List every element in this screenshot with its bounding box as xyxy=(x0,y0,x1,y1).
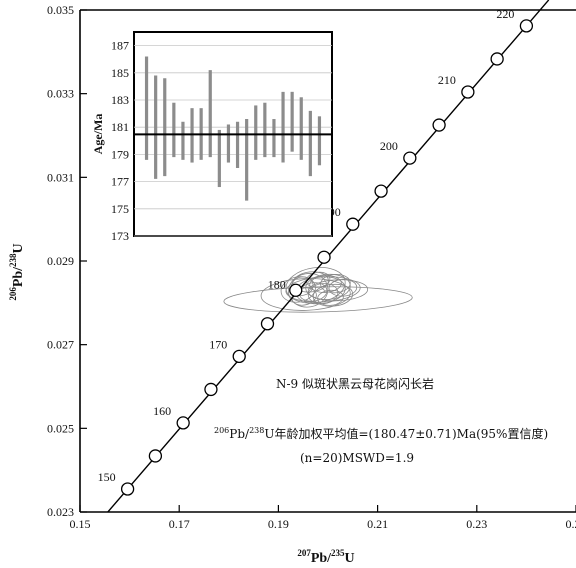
age-marker xyxy=(519,19,534,33)
inset-tick-label: 175 xyxy=(111,202,129,216)
error-ellipse xyxy=(288,273,329,308)
age-label: 200 xyxy=(380,139,398,153)
x-tick-label: 0.17 xyxy=(169,517,190,531)
weighted-mean-annotation: 206Pb/238U年龄加权平均值=(180.47±0.71)Ma(95%置信度… xyxy=(214,426,548,441)
y-tick-label: 0.029 xyxy=(47,254,74,268)
wm-rest: U年龄加权平均值=(180.47±0.71)Ma(95%置信度) xyxy=(264,426,548,441)
y-tick-label: 0.025 xyxy=(47,421,74,435)
tick-layer: 0.15 0.17 0.19 0.21 0.23 0.25 0.023 0.025 0.027 0… xyxy=(47,3,576,531)
error-ellipse xyxy=(292,271,329,293)
error-ellipse xyxy=(309,275,342,293)
age-marker xyxy=(490,52,504,66)
age-marker xyxy=(260,317,275,331)
x-label-base2: U xyxy=(345,551,355,566)
wm-mid: Pb/ xyxy=(229,427,250,441)
x-tick-label: 0.25 xyxy=(566,517,576,531)
age-marker xyxy=(289,283,303,297)
y-tick-label: 0.035 xyxy=(47,3,74,17)
inset-tick-label: 177 xyxy=(111,175,129,189)
age-marker xyxy=(461,85,475,99)
inset-tick-label: 185 xyxy=(111,66,129,80)
inset-tick-label: 179 xyxy=(111,147,129,161)
inset-y-axis-label: Age/Ma xyxy=(91,114,105,155)
y-label-base: Pb/ xyxy=(11,266,26,287)
age-label: 170 xyxy=(209,337,227,351)
inset-tick-label: 187 xyxy=(111,39,129,53)
age-label: 160 xyxy=(153,404,171,418)
x-tick-label: 0.19 xyxy=(268,517,289,531)
age-label: 180 xyxy=(268,277,286,291)
age-marker xyxy=(403,151,417,165)
age-marker xyxy=(176,416,190,430)
x-axis-label: 207Pb/235U xyxy=(297,548,354,566)
inset-age-plot: 173 175 177 179 181 183 185 187 Age/Ma xyxy=(91,31,333,243)
age-marker xyxy=(317,250,331,264)
x-label-sup: 207 xyxy=(297,548,311,558)
x-label-sup2: 235 xyxy=(331,548,345,558)
error-ellipse xyxy=(260,278,351,311)
inset-tick-label: 183 xyxy=(111,93,129,107)
age-marker xyxy=(232,349,246,364)
inset-tick-label: 173 xyxy=(111,229,129,243)
y-tick-label: 0.023 xyxy=(47,505,74,519)
error-ellipse xyxy=(223,286,413,313)
y-label-sup2: 238 xyxy=(8,253,18,267)
ellipse-layer xyxy=(223,266,413,313)
error-ellipse xyxy=(320,273,351,294)
y-label-sup: 206 xyxy=(8,287,18,301)
age-label: 210 xyxy=(438,73,456,87)
x-tick-label: 0.15 xyxy=(70,517,91,531)
y-tick-label: 0.031 xyxy=(47,170,74,184)
inset-tick-label: 181 xyxy=(111,120,129,134)
y-axis-label: 206Pb/238U xyxy=(8,243,26,300)
x-tick-label: 0.21 xyxy=(367,517,388,531)
age-label: 150 xyxy=(98,470,116,484)
x-label-base: Pb/ xyxy=(311,551,332,566)
error-ellipse xyxy=(291,287,317,306)
y-tick-label: 0.033 xyxy=(47,87,74,101)
error-ellipse xyxy=(317,289,344,306)
age-marker xyxy=(148,449,163,463)
error-ellipse xyxy=(285,266,346,304)
wm-sup1: 206 xyxy=(214,426,229,435)
x-tick-label: 0.23 xyxy=(466,517,487,531)
wm-sup2: 238 xyxy=(249,426,264,435)
age-marker xyxy=(204,382,218,397)
age-marker xyxy=(346,217,360,231)
age-marker xyxy=(374,184,388,198)
age-marker xyxy=(120,482,135,496)
y-tick-label: 0.027 xyxy=(47,338,74,352)
age-label: 220 xyxy=(496,7,514,21)
y-label-base2: U xyxy=(11,243,26,253)
age-marker xyxy=(432,118,446,132)
sample-annotation: N-9 似斑状黑云母花岗闪长岩 xyxy=(276,376,434,391)
mswd-annotation: (n=20)MSWD=1.9 xyxy=(300,451,414,465)
